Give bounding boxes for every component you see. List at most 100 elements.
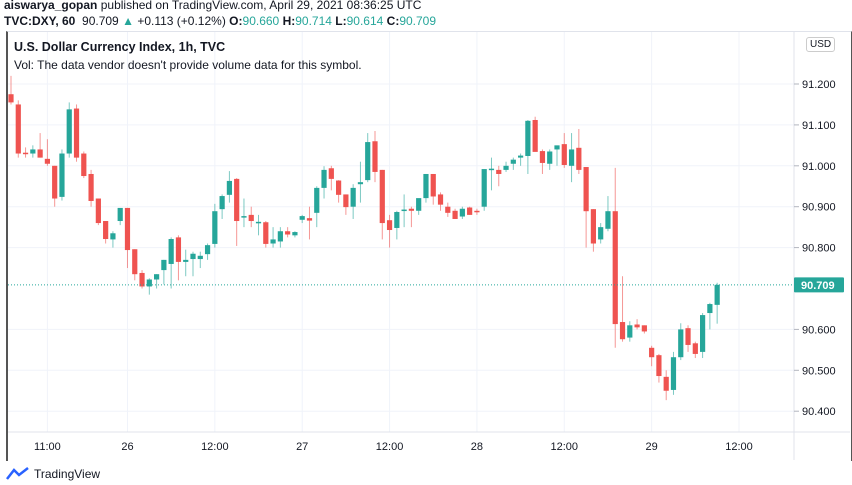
candle-body bbox=[321, 169, 327, 188]
candle-body bbox=[343, 194, 349, 208]
candle-body bbox=[263, 222, 269, 244]
price-tick-label: 90.500 bbox=[802, 365, 836, 377]
candle-down bbox=[175, 235, 182, 281]
candle-up bbox=[503, 161, 509, 172]
candle-up bbox=[59, 149, 65, 201]
candle-down bbox=[532, 116, 538, 152]
candle-down bbox=[590, 209, 596, 252]
candle-body bbox=[488, 168, 495, 171]
candle-body bbox=[510, 159, 516, 164]
candle-down bbox=[132, 249, 138, 281]
candle-body bbox=[401, 209, 407, 212]
current-price-label: 90.709 bbox=[801, 280, 835, 292]
candle-up bbox=[627, 321, 633, 342]
candles bbox=[8, 75, 720, 401]
candle-body bbox=[561, 144, 567, 165]
candle-body bbox=[248, 214, 254, 222]
candle-body bbox=[110, 233, 116, 240]
candle-body bbox=[532, 119, 538, 152]
candle-down bbox=[343, 194, 349, 215]
candle-up bbox=[598, 223, 604, 244]
candle-down bbox=[641, 325, 647, 334]
price-tick-label: 90.800 bbox=[802, 243, 836, 255]
candle-down bbox=[44, 139, 50, 166]
candle-body bbox=[30, 149, 36, 154]
candle-down bbox=[88, 169, 94, 207]
candle-down bbox=[8, 75, 14, 105]
candle-up bbox=[510, 157, 516, 170]
volume-notice: Vol: The data vendor doesn't provide vol… bbox=[14, 58, 362, 72]
candle-down bbox=[379, 169, 385, 240]
candle-up bbox=[488, 157, 495, 191]
candle-body bbox=[183, 259, 189, 262]
candle-down bbox=[663, 370, 669, 401]
candle-down bbox=[561, 133, 567, 168]
candle-up bbox=[554, 145, 560, 166]
candle-up bbox=[277, 227, 283, 248]
candle-body bbox=[292, 232, 298, 236]
currency-button[interactable]: USD bbox=[806, 37, 836, 52]
candle-body bbox=[66, 109, 72, 154]
candle-up bbox=[714, 282, 720, 324]
candle-body bbox=[226, 180, 232, 195]
candle-up bbox=[518, 153, 524, 166]
candle-body bbox=[270, 239, 276, 244]
candle-up bbox=[678, 323, 684, 361]
candle-body bbox=[44, 158, 50, 164]
candle-down bbox=[452, 208, 458, 219]
candle-down bbox=[15, 100, 21, 158]
candle-body bbox=[124, 207, 131, 251]
candle-up bbox=[525, 119, 531, 174]
candle-body bbox=[612, 211, 618, 325]
candle-body bbox=[496, 169, 502, 174]
candle-up bbox=[146, 278, 152, 295]
up-triangle-icon: ▲ bbox=[122, 14, 134, 28]
candle-up bbox=[365, 133, 371, 183]
candlestick-chart[interactable]: 91.200 91.100 91.000 90.900 90.800 90.600 90.5… bbox=[0, 0, 852, 465]
candle-body bbox=[481, 169, 487, 207]
candle-body bbox=[8, 94, 14, 103]
candle-body bbox=[605, 211, 611, 229]
time-tick-label: 26 bbox=[121, 441, 133, 453]
candle-body bbox=[234, 178, 240, 222]
candle-body bbox=[336, 180, 342, 195]
grid-lines bbox=[8, 32, 794, 432]
candle-body bbox=[590, 209, 596, 244]
candle-body bbox=[139, 272, 145, 287]
high-value: 90.714 bbox=[295, 14, 332, 28]
author-name[interactable]: aiswarya_gopan bbox=[4, 0, 98, 12]
candle-down bbox=[649, 345, 655, 367]
candle-body bbox=[452, 210, 458, 219]
price-tick-label: 90.400 bbox=[802, 406, 836, 418]
candle-up bbox=[212, 203, 218, 248]
candle-body bbox=[714, 284, 720, 305]
candle-body bbox=[88, 173, 94, 201]
publish-info: aiswarya_gopan published on TradingView.… bbox=[4, 0, 421, 12]
price-tick-label: 91.100 bbox=[802, 120, 836, 132]
candle-body bbox=[37, 149, 43, 158]
candle-up bbox=[204, 243, 211, 260]
candle-body bbox=[685, 328, 691, 345]
candle-up bbox=[321, 166, 327, 199]
candle-down bbox=[306, 206, 313, 240]
tradingview-footer[interactable]: TradingView bbox=[6, 467, 100, 481]
candle-down bbox=[685, 325, 691, 352]
candle-up bbox=[700, 313, 706, 359]
candle-body bbox=[241, 216, 247, 218]
candle-down bbox=[692, 341, 698, 359]
candle-down bbox=[619, 276, 626, 342]
candle-down bbox=[656, 353, 662, 383]
candle-body bbox=[423, 173, 429, 199]
candle-body bbox=[386, 220, 393, 231]
price-axis: 91.200 91.100 91.000 90.900 90.800 90.600 90.5… bbox=[794, 79, 836, 418]
candle-body bbox=[583, 167, 589, 212]
candle-down bbox=[474, 208, 480, 215]
time-tick-label: 28 bbox=[471, 441, 483, 453]
tradingview-logo-icon bbox=[6, 467, 29, 480]
time-tick-label: 11:00 bbox=[34, 441, 61, 453]
candle-up bbox=[255, 214, 262, 236]
candle-up bbox=[270, 227, 276, 248]
time-tick-label: 12:00 bbox=[725, 441, 753, 453]
candle-down bbox=[95, 198, 101, 226]
candle-body bbox=[350, 187, 356, 207]
